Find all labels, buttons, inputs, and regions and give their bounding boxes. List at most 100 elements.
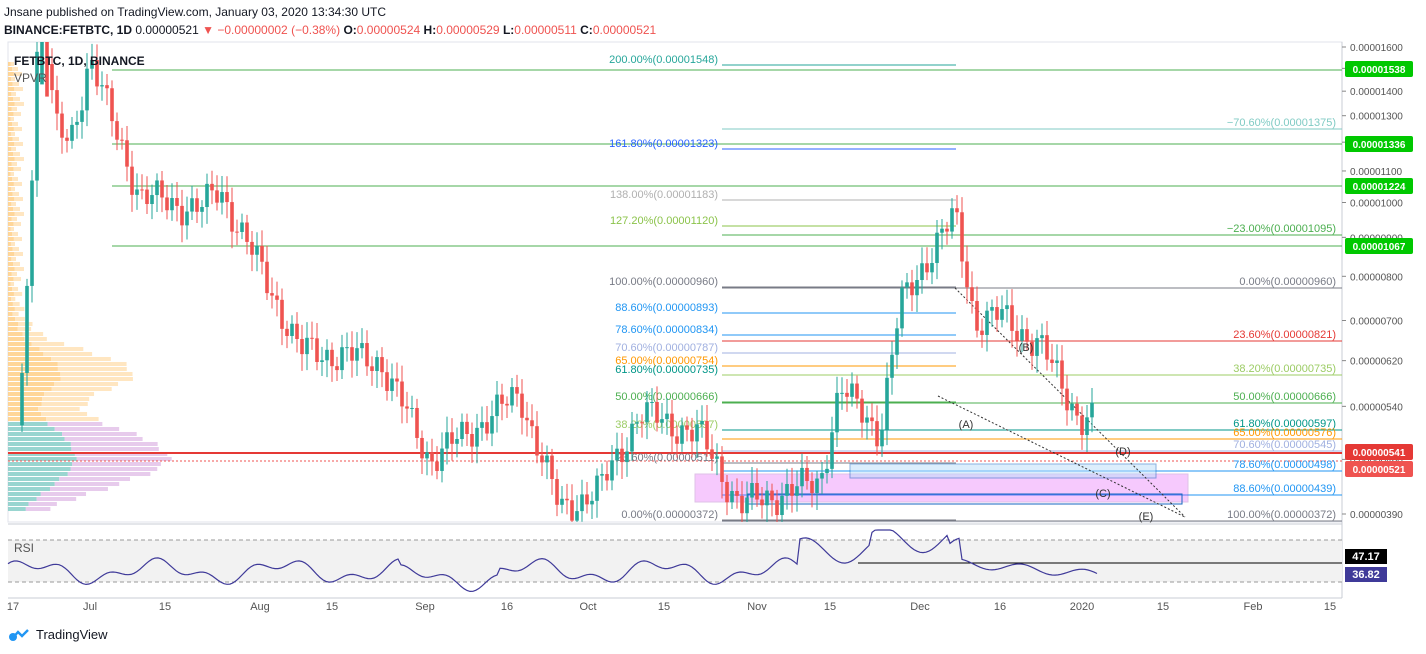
- vpvr-down-bar: [22, 332, 44, 336]
- candle-body: [540, 455, 544, 463]
- fib-level-label: 70.60%(0.00000787): [615, 342, 718, 354]
- candle-body: [125, 140, 129, 167]
- rsi-line: [7, 529, 1098, 593]
- candle-body: [35, 51, 39, 181]
- y-tick-label: 0.00001000: [1350, 198, 1403, 209]
- candle-body: [215, 190, 219, 203]
- vpvr-up-bar: [8, 422, 48, 426]
- vpvr-up-bar: [8, 97, 14, 101]
- price-tag: [1345, 444, 1413, 460]
- fib-level-label: 61.80%(0.00000735): [615, 364, 718, 376]
- candle-body: [190, 198, 194, 212]
- fib-ext-label: 0.00%(0.00000960): [1239, 276, 1336, 288]
- vpvr-up-bar: [8, 217, 12, 221]
- candle-body: [570, 500, 574, 521]
- vpvr-up-bar: [8, 102, 15, 106]
- vpvr-up-bar: [8, 197, 15, 201]
- price-tag: [1345, 461, 1413, 477]
- candle-body: [330, 349, 334, 367]
- price-tag: [1345, 136, 1413, 152]
- candle-body: [620, 448, 624, 463]
- vpvr-down-bar: [70, 442, 158, 446]
- vpvr-down-bar: [62, 432, 137, 436]
- candle-body: [50, 64, 54, 91]
- vpvr-down-bar: [13, 292, 23, 296]
- vpvr-up-bar: [8, 247, 13, 251]
- candle-body: [590, 500, 594, 505]
- price-tag-label: 0.00000521: [1353, 465, 1406, 476]
- candle-body: [420, 437, 424, 459]
- vpvr-down-bar: [13, 237, 22, 241]
- y-tick-label: 0.00001300: [1350, 112, 1403, 123]
- vpvr-down-bar: [12, 137, 19, 141]
- y-tick-label: 0.00000540: [1350, 402, 1403, 413]
- candle-body: [530, 420, 534, 427]
- vpvr-up-bar: [8, 342, 32, 346]
- candle-body: [850, 383, 854, 397]
- candle-body: [830, 432, 834, 469]
- candle-body: [240, 222, 244, 232]
- candle-body: [365, 343, 369, 367]
- vpvr-down-bar: [13, 152, 20, 156]
- fib-ext-label: 50.00%(0.00000666): [1233, 391, 1336, 403]
- vpvr-up-bar: [8, 492, 41, 496]
- vpvr-up-bar: [8, 457, 77, 461]
- candle-body: [65, 137, 69, 141]
- candle-body: [505, 403, 509, 406]
- vpvr-up-bar: [8, 272, 12, 276]
- vpvr-up-bar: [8, 202, 12, 206]
- candle-body: [795, 486, 799, 496]
- rsi-tag: [1345, 567, 1387, 582]
- candle-body: [470, 434, 474, 447]
- vpvr-down-bar: [11, 107, 17, 111]
- fib-level-label: 78.60%(0.00000834): [615, 324, 718, 336]
- vpvr-down-bar: [13, 112, 21, 116]
- y-tick-label: 0.00001400: [1350, 87, 1403, 98]
- candle-body: [150, 195, 154, 205]
- vpvr-up-bar: [8, 182, 14, 186]
- candle-body: [370, 366, 374, 371]
- candle-body: [985, 310, 989, 335]
- candle-body: [475, 427, 479, 447]
- footer[interactable]: TradingView: [8, 627, 108, 642]
- candle-body: [555, 479, 559, 505]
- candle-body: [720, 456, 724, 482]
- x-tick-label: 16: [501, 601, 513, 613]
- candle-body: [120, 139, 124, 141]
- candle-body: [245, 222, 249, 242]
- vpvr-down-bar: [10, 77, 15, 81]
- vpvr-down-bar: [10, 282, 15, 286]
- vpvr-up-bar: [8, 167, 14, 171]
- x-tick-label: 15: [1157, 601, 1169, 613]
- candle-body: [760, 499, 764, 506]
- fib-level-label: 88.60%(0.00000893): [615, 302, 718, 314]
- fib-level-label: 50.00%(0.00000666): [615, 391, 718, 403]
- price-tag: [1345, 238, 1413, 254]
- vpvr-up-bar: [8, 67, 13, 71]
- candle-body: [170, 198, 174, 211]
- vpvr-up-bar: [8, 427, 55, 431]
- vpvr-down-bar: [13, 97, 20, 101]
- vpvr-up-bar: [8, 357, 52, 361]
- y-tick-label: 0.00000700: [1350, 316, 1403, 327]
- vpvr-down-bar: [36, 497, 77, 501]
- candle-body: [300, 339, 304, 355]
- candle-body: [715, 456, 719, 459]
- candle-body: [1050, 359, 1054, 363]
- candle-body: [285, 328, 289, 336]
- vpvr-down-bar: [12, 302, 20, 306]
- vpvr-down-bar: [25, 507, 51, 511]
- candle-body: [80, 110, 84, 122]
- candle-body: [860, 398, 864, 423]
- vpvr-down-bar: [64, 437, 143, 441]
- candle-body: [270, 293, 274, 296]
- candle-body: [100, 85, 104, 87]
- symbol-header: BINANCE:FETBTC, 1D 0.00000521 ▼ −0.00000…: [4, 23, 656, 37]
- candle-body: [670, 413, 674, 437]
- candle-body: [260, 245, 264, 262]
- vpvr-down-bar: [67, 472, 151, 476]
- fib-ext-label: 100.00%(0.00000372): [1227, 509, 1336, 521]
- candle-body: [700, 421, 704, 425]
- vpvr-down-bar: [15, 317, 25, 321]
